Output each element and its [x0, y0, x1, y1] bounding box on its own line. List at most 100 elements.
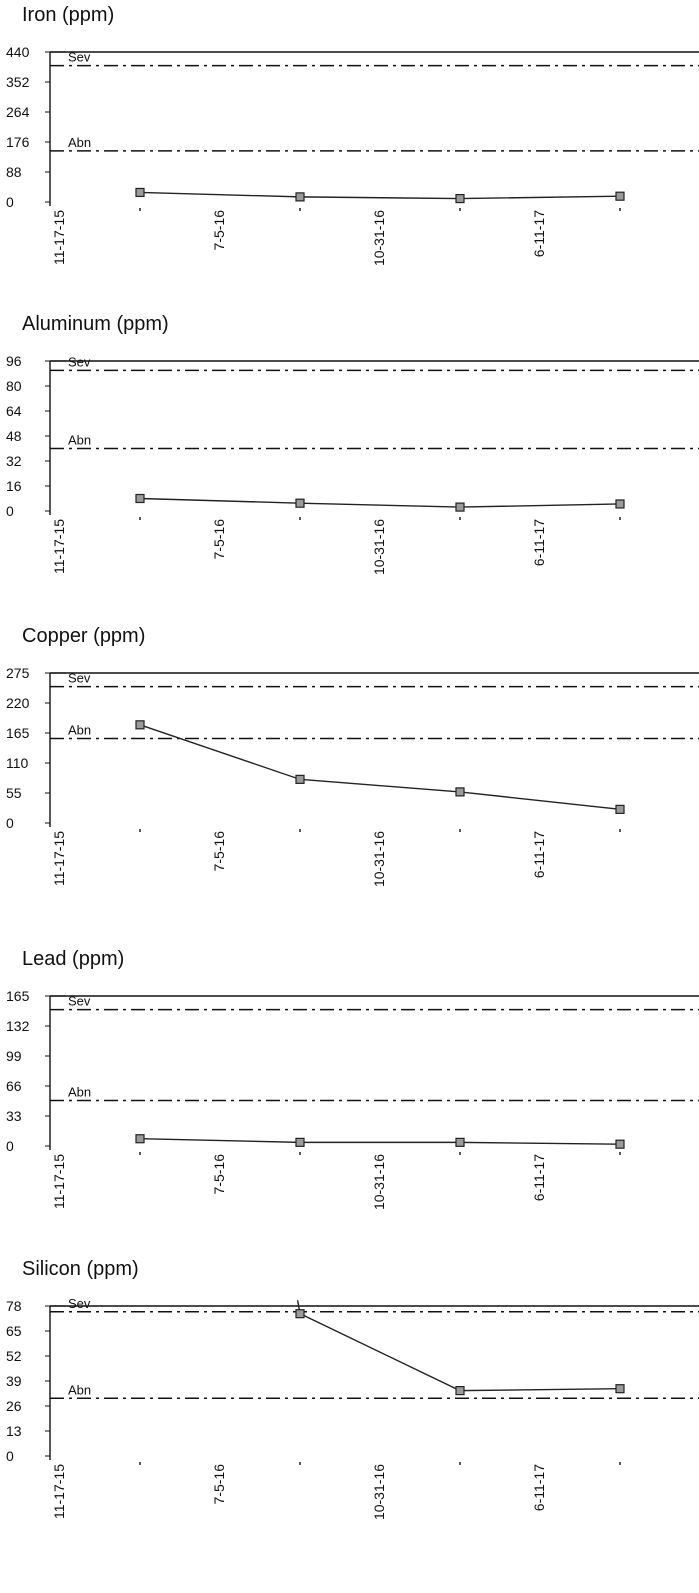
- y-tick-label: 440: [6, 44, 30, 60]
- y-tick-label: 132: [6, 1018, 30, 1034]
- data-point: [455, 193, 465, 204]
- x-tick-label: 11-17-15: [51, 831, 67, 886]
- data-point: [135, 187, 145, 198]
- chart-panel: Silicon (ppm) 78 65 52 39 26 13 0 Sev Abn 11-17-15…: [0, 1258, 699, 1558]
- x-tick-label: 10-31-16: [371, 831, 387, 887]
- series-line: [139, 497, 621, 508]
- data-point: [615, 1139, 625, 1149]
- y-tick-label: 264: [6, 104, 30, 120]
- y-tick-label: 33: [6, 1108, 22, 1124]
- y-tick-label: 0: [6, 1448, 14, 1464]
- x-tick-label: 7-5-16: [211, 519, 227, 560]
- x-tick-label: 11-17-15: [51, 1464, 67, 1519]
- y-tick-label: 32: [6, 453, 22, 469]
- y-tick-label: 176: [6, 134, 30, 150]
- x-tick-label: 10-31-16: [371, 1464, 387, 1520]
- y-tick-label: 0: [6, 815, 14, 831]
- limit-label-abn: Abn: [68, 1085, 91, 1100]
- y-tick-label: 352: [6, 74, 30, 90]
- y-tick-label: 0: [6, 1138, 14, 1154]
- limit-label-abn: Abn: [68, 1382, 91, 1397]
- y-tick-label: 64: [6, 403, 22, 419]
- chart-title: Aluminum (ppm): [22, 313, 169, 335]
- chart-panel: Aluminum (ppm) 96 80 64 48 32 16 0 Sev Abn 11-17-1…: [0, 313, 699, 613]
- data-point: [615, 1384, 625, 1394]
- x-tick-label: 11-17-15: [51, 210, 67, 265]
- chart-title: Iron (ppm): [22, 4, 115, 26]
- y-tick-label: 110: [6, 755, 29, 771]
- limit-label-sev: Sev: [68, 354, 91, 369]
- x-tick-label: 7-5-16: [211, 1154, 227, 1195]
- y-tick-label: 99: [6, 1048, 22, 1064]
- y-tick-label: 13: [6, 1423, 22, 1439]
- y-tick-label: 66: [6, 1078, 22, 1094]
- chart-svg: 78 65 52 39 26 13 0 Sev Abn 11-17-15 7-5-16 10-31-1…: [6, 1296, 699, 1520]
- chart-panel: Copper (ppm) 275 220 165 110 55 0 Sev Abn 11-17-1…: [0, 625, 699, 925]
- y-tick-label: 0: [6, 194, 14, 210]
- data-point: [455, 502, 465, 512]
- chart-panel: Lead (ppm) 165 132 99 66 33 0 Sev Abn 11-17-15 7-5…: [0, 948, 699, 1248]
- x-tick-label: 10-31-16: [371, 210, 387, 266]
- x-tick-label: 6-11-17: [531, 210, 547, 257]
- chart-svg: 96 80 64 48 32 16 0 Sev Abn 11-17-15 7-5-16 10-31-1…: [6, 353, 699, 575]
- x-tick-label: 6-11-17: [531, 1464, 547, 1511]
- data-point: [295, 774, 305, 784]
- y-tick-label: 26: [6, 1398, 22, 1414]
- chart-svg: 440 352 264 176 88 0 Sev Abn 11-17-15 7-5-16 10-31…: [6, 44, 699, 266]
- chart-panel: Iron (ppm) 440 352 264 176 88 0 Sev Abn 11-17-15 7…: [0, 4, 699, 304]
- x-tick-label: 11-17-15: [51, 519, 67, 574]
- data-point: [135, 493, 145, 504]
- y-tick-label: 80: [6, 378, 22, 394]
- y-tick-label: 65: [6, 1323, 22, 1339]
- y-tick-label: 96: [6, 353, 22, 369]
- series-line: [139, 191, 621, 200]
- data-point: [295, 192, 305, 202]
- y-tick-label: 78: [6, 1298, 22, 1314]
- y-tick-label: 165: [6, 725, 30, 741]
- data-point: [135, 720, 145, 730]
- y-tick-label: 88: [6, 164, 22, 180]
- data-point: [295, 1309, 305, 1319]
- data-point: [615, 499, 625, 509]
- y-tick-label: 52: [6, 1348, 22, 1364]
- x-tick-label: 7-5-16: [211, 831, 227, 872]
- limit-label-sev: Sev: [68, 671, 91, 686]
- chart-svg: 275 220 165 110 55 0 Sev Abn 11-17-15 7-5-16 10-31…: [6, 665, 699, 887]
- data-point: [615, 804, 625, 814]
- limit-label-abn: Abn: [68, 135, 91, 150]
- x-tick-label: 10-31-16: [371, 519, 387, 575]
- limit-label-abn: Abn: [68, 722, 91, 737]
- series-line: [296, 1300, 621, 1392]
- limit-label-abn: Abn: [68, 433, 91, 448]
- y-tick-label: 39: [6, 1373, 22, 1389]
- x-tick-label: 6-11-17: [531, 831, 547, 878]
- y-tick-label: 0: [6, 503, 14, 519]
- x-tick-label: 7-5-16: [211, 210, 227, 251]
- x-tick-label: 10-31-16: [371, 1154, 387, 1210]
- data-point: [135, 1134, 145, 1144]
- y-tick-label: 165: [6, 988, 30, 1004]
- data-point: [295, 1137, 305, 1147]
- chart-title: Silicon (ppm): [22, 1258, 139, 1280]
- data-point: [295, 498, 305, 508]
- y-tick-label: 48: [6, 428, 22, 444]
- y-tick-label: 275: [6, 665, 30, 681]
- limit-label-sev: Sev: [68, 1296, 91, 1311]
- limit-label-sev: Sev: [68, 994, 91, 1009]
- data-point: [455, 1386, 465, 1396]
- chart-title: Lead (ppm): [22, 948, 125, 970]
- x-tick-label: 6-11-17: [531, 1154, 547, 1201]
- y-tick-label: 55: [6, 785, 22, 801]
- series-line: [139, 1138, 621, 1145]
- y-tick-label: 220: [6, 695, 30, 711]
- y-tick-label: 16: [6, 478, 22, 494]
- chart-title: Copper (ppm): [22, 625, 146, 647]
- limit-label-sev: Sev: [68, 50, 91, 65]
- data-point: [455, 787, 465, 797]
- data-point: [615, 191, 625, 201]
- chart-svg: 165 132 99 66 33 0 Sev Abn 11-17-15 7-5-16 10-31-1…: [6, 988, 699, 1210]
- series-line: [139, 724, 621, 811]
- data-point: [455, 1137, 465, 1147]
- x-tick-label: 7-5-16: [211, 1464, 227, 1505]
